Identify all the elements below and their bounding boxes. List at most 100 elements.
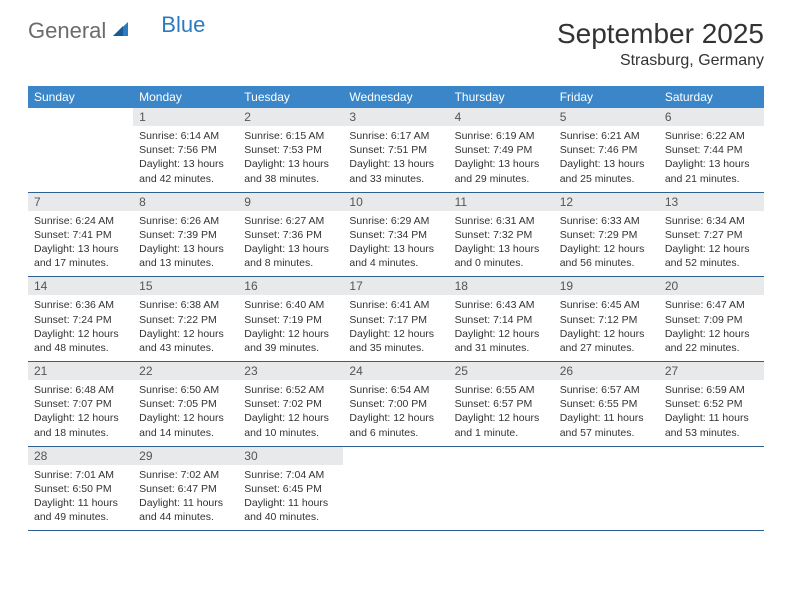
day-header-fri: Friday [554,86,659,108]
day-cell: 22Sunrise: 6:50 AMSunset: 7:05 PMDayligh… [133,362,238,447]
sunset-text: Sunset: 7:51 PM [349,143,442,157]
sunrise-text: Sunrise: 6:57 AM [560,383,653,397]
day-cell: 30 Sunrise: 7:04 AMSunset: 6:45 PMDayligh… [238,447,343,532]
day-details: Sunrise: 6:33 AMSunset: 7:29 PMDaylight:… [554,211,659,271]
sunrise-text: Sunrise: 6:48 AM [34,383,127,397]
daylight-text: Daylight: 13 hours and 29 minutes. [455,157,548,185]
day-number: 2 [238,108,343,126]
day-number: 5 [554,108,659,126]
sunset-text: Sunset: 6:45 PM [244,482,337,496]
day-number: 28 [28,447,133,465]
sunset-text: Sunset: 7:05 PM [139,397,232,411]
day-cell: 14Sunrise: 6:36 AMSunset: 7:24 PMDayligh… [28,277,133,362]
sunset-text: Sunset: 7:27 PM [665,228,758,242]
sunset-text: Sunset: 7:17 PM [349,313,442,327]
day-cell: 11Sunrise: 6:31 AMSunset: 7:32 PMDayligh… [449,193,554,278]
week-row: 28Sunrise: 7:01 AMSunset: 6:50 PMDayligh… [28,447,764,532]
sunset-text: Sunset: 7:46 PM [560,143,653,157]
day-cell: 8Sunrise: 6:26 AMSunset: 7:39 PMDaylight… [133,193,238,278]
sunrise-text: Sunrise: 6:17 AM [349,129,442,143]
sunset-text: Sunset: 6:52 PM [665,397,758,411]
sunset-text: Sunset: 7:41 PM [34,228,127,242]
sunrise-text: Sunrise: 6:26 AM [139,214,232,228]
daylight-text: Daylight: 12 hours and 22 minutes. [665,327,758,355]
daylight-text: Daylight: 12 hours and 10 minutes. [244,411,337,439]
day-cell: 17Sunrise: 6:41 AMSunset: 7:17 PMDayligh… [343,277,448,362]
sunset-text: Sunset: 6:57 PM [455,397,548,411]
sunrise-text: Sunrise: 7:02 AM [139,468,232,482]
day-details: Sunrise: 6:57 AMSunset: 6:55 PMDaylight:… [554,380,659,440]
sunset-text: Sunset: 7:39 PM [139,228,232,242]
day-cell: 2Sunrise: 6:15 AMSunset: 7:53 PMDaylight… [238,108,343,193]
daylight-text: Daylight: 13 hours and 17 minutes. [34,242,127,270]
daylight-text: Daylight: 13 hours and 8 minutes. [244,242,337,270]
sunset-text: Sunset: 7:32 PM [455,228,548,242]
day-header-sun: Sunday [28,86,133,108]
day-number: 11 [449,193,554,211]
day-details: Sunrise: 6:45 AMSunset: 7:12 PMDaylight:… [554,295,659,355]
day-details: Sunrise: 6:47 AMSunset: 7:09 PMDaylight:… [659,295,764,355]
sunset-text: Sunset: 7:24 PM [34,313,127,327]
day-number: 3 [343,108,448,126]
month-title: September 2025 [557,18,764,50]
daylight-text: Daylight: 13 hours and 38 minutes. [244,157,337,185]
daylight-text: Daylight: 12 hours and 52 minutes. [665,242,758,270]
sunrise-text: Sunrise: 6:41 AM [349,298,442,312]
sunrise-text: Sunrise: 6:22 AM [665,129,758,143]
day-details: Sunrise: 6:54 AMSunset: 7:00 PMDaylight:… [343,380,448,440]
day-header-tue: Tuesday [238,86,343,108]
day-details: Sunrise: 6:27 AMSunset: 7:36 PMDaylight:… [238,211,343,271]
day-number: 20 [659,277,764,295]
day-details: Sunrise: 6:19 AMSunset: 7:49 PMDaylight:… [449,126,554,186]
sunset-text: Sunset: 7:36 PM [244,228,337,242]
day-cell: 24Sunrise: 6:54 AMSunset: 7:00 PMDayligh… [343,362,448,447]
sunset-text: Sunset: 6:47 PM [139,482,232,496]
sunrise-text: Sunrise: 6:47 AM [665,298,758,312]
day-cell: 15Sunrise: 6:38 AMSunset: 7:22 PMDayligh… [133,277,238,362]
day-number: 6 [659,108,764,126]
day-details: Sunrise: 6:59 AMSunset: 6:52 PMDaylight:… [659,380,764,440]
daylight-text: Daylight: 11 hours and 57 minutes. [560,411,653,439]
logo-text-general: General [28,18,106,44]
sunset-text: Sunset: 6:55 PM [560,397,653,411]
daylight-text: Daylight: 11 hours and 53 minutes. [665,411,758,439]
sunset-text: Sunset: 7:19 PM [244,313,337,327]
day-cell: 4Sunrise: 6:19 AMSunset: 7:49 PMDaylight… [449,108,554,193]
sunrise-text: Sunrise: 6:38 AM [139,298,232,312]
day-number: 7 [28,193,133,211]
sunrise-text: Sunrise: 6:19 AM [455,129,548,143]
sunset-text: Sunset: 7:07 PM [34,397,127,411]
sunrise-text: Sunrise: 6:14 AM [139,129,232,143]
day-details: Sunrise: 6:21 AMSunset: 7:46 PMDaylight:… [554,126,659,186]
daylight-text: Daylight: 11 hours and 40 minutes. [244,496,337,524]
daylight-text: Daylight: 12 hours and 48 minutes. [34,327,127,355]
daylight-text: Daylight: 12 hours and 31 minutes. [455,327,548,355]
day-cell: 13Sunrise: 6:34 AMSunset: 7:27 PMDayligh… [659,193,764,278]
day-details: Sunrise: 6:17 AMSunset: 7:51 PMDaylight:… [343,126,448,186]
day-details: Sunrise: 6:29 AMSunset: 7:34 PMDaylight:… [343,211,448,271]
sunrise-text: Sunrise: 6:21 AM [560,129,653,143]
day-cell: 28Sunrise: 7:01 AMSunset: 6:50 PMDayligh… [28,447,133,532]
day-cell: 19Sunrise: 6:45 AMSunset: 7:12 PMDayligh… [554,277,659,362]
sunrise-text: Sunrise: 6:31 AM [455,214,548,228]
sunrise-text: Sunrise: 7:04 AM [244,468,337,482]
day-details: Sunrise: 6:40 AMSunset: 7:19 PMDaylight:… [238,295,343,355]
week-row: 7Sunrise: 6:24 AMSunset: 7:41 PMDaylight… [28,193,764,278]
daylight-text: Daylight: 13 hours and 4 minutes. [349,242,442,270]
day-details: Sunrise: 6:24 AMSunset: 7:41 PMDaylight:… [28,211,133,271]
day-details: Sunrise: 6:22 AMSunset: 7:44 PMDaylight:… [659,126,764,186]
daylight-text: Daylight: 12 hours and 39 minutes. [244,327,337,355]
weeks-container: 1Sunrise: 6:14 AMSunset: 7:56 PMDaylight… [28,108,764,531]
day-number: 30 [238,447,343,465]
day-number: 1 [133,108,238,126]
day-details: Sunrise: 6:15 AMSunset: 7:53 PMDaylight:… [238,126,343,186]
day-cell: 25Sunrise: 6:55 AMSunset: 6:57 PMDayligh… [449,362,554,447]
day-cell: 12Sunrise: 6:33 AMSunset: 7:29 PMDayligh… [554,193,659,278]
day-number: 26 [554,362,659,380]
day-details: Sunrise: 6:50 AMSunset: 7:05 PMDaylight:… [133,380,238,440]
sunrise-text: Sunrise: 6:43 AM [455,298,548,312]
daylight-text: Daylight: 12 hours and 35 minutes. [349,327,442,355]
day-details: Sunrise: 6:48 AMSunset: 7:07 PMDaylight:… [28,380,133,440]
day-header-sat: Saturday [659,86,764,108]
day-details: Sunrise: 6:36 AMSunset: 7:24 PMDaylight:… [28,295,133,355]
